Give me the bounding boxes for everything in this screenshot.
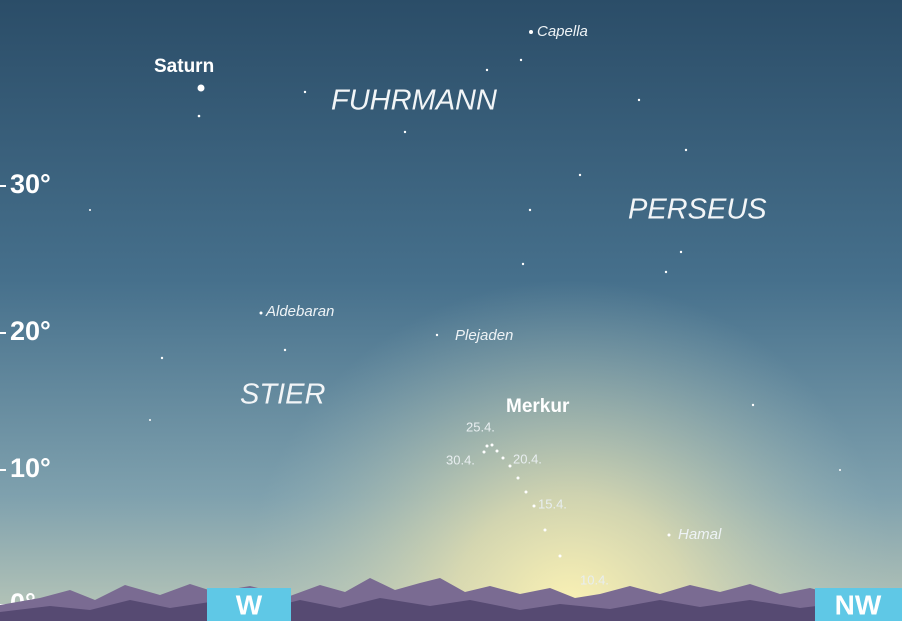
path-dot	[502, 457, 505, 460]
star-dot	[486, 69, 488, 71]
star-dot	[668, 534, 671, 537]
altitude-label: 10°	[10, 453, 51, 483]
star-dot	[680, 251, 682, 253]
planet-label: Merkur	[506, 396, 570, 417]
date-label: 20.4.	[513, 451, 542, 466]
path-dot	[483, 451, 486, 454]
star-dot	[436, 334, 438, 336]
star-dot	[529, 30, 533, 34]
star-dot	[839, 469, 841, 471]
star-dot	[685, 149, 687, 151]
star-dot	[638, 99, 640, 101]
star-label: Aldebaran	[265, 303, 334, 320]
star-dot	[149, 419, 151, 421]
constellation-label: FUHRMANN	[331, 85, 497, 117]
altitude-label: 30°	[10, 169, 51, 199]
star-label: Plejaden	[455, 327, 513, 344]
sky-chart: 30° 20° 10° 0° Saturn Merkur Capella Ald…	[0, 0, 902, 621]
star-dot	[579, 174, 581, 176]
date-label: 25.4.	[466, 419, 495, 434]
star-dot	[260, 312, 263, 315]
star-dot	[665, 271, 667, 273]
page: 30° 20° 10° 0° Saturn Merkur Capella Ald…	[0, 0, 902, 621]
direction-label: W	[236, 589, 263, 620]
path-dot	[486, 445, 489, 448]
path-dot	[517, 477, 520, 480]
path-dot	[509, 465, 512, 468]
star-dot	[89, 209, 91, 211]
star-dot	[284, 349, 286, 351]
path-dot	[491, 444, 494, 447]
date-label: 10.4.	[580, 572, 609, 587]
path-dot	[533, 505, 536, 508]
star-label: Hamal	[678, 526, 722, 543]
path-dot	[559, 555, 562, 558]
star-label: Capella	[537, 23, 588, 40]
star-dot	[520, 59, 522, 61]
star-dot	[752, 404, 754, 406]
planet-label: Saturn	[154, 56, 214, 77]
star-dot	[161, 357, 163, 359]
star-dot	[198, 115, 201, 118]
date-label: 15.4.	[538, 496, 567, 511]
constellation-label: STIER	[240, 379, 325, 411]
date-label: 30.4.	[446, 452, 475, 467]
altitude-label: 20°	[10, 316, 51, 346]
path-dot	[525, 491, 528, 494]
star-dot	[404, 131, 406, 133]
star-dot	[198, 85, 205, 92]
star-dot	[304, 91, 306, 93]
star-dot	[529, 209, 531, 211]
path-dot	[544, 529, 547, 532]
path-dot	[496, 450, 499, 453]
direction-label: NW	[835, 589, 882, 620]
constellation-label: PERSEUS	[628, 194, 767, 226]
star-dot	[522, 263, 524, 265]
